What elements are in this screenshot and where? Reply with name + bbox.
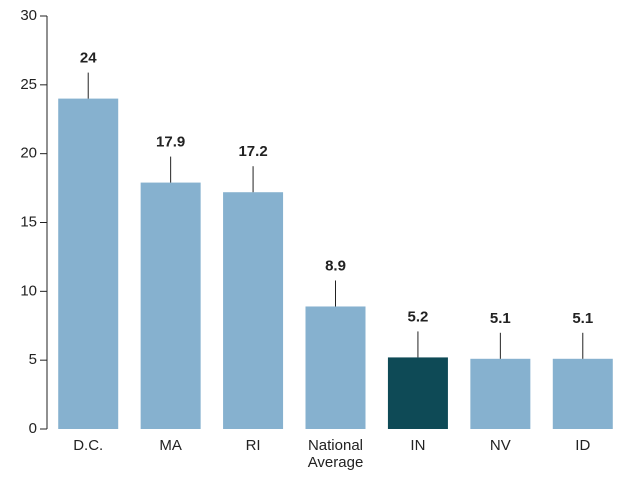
bar bbox=[305, 306, 366, 429]
y-tick-label: 20 bbox=[20, 145, 37, 162]
y-tick-label: 15 bbox=[20, 213, 37, 230]
value-label: 5.2 bbox=[407, 308, 428, 325]
y-tick-label: 10 bbox=[20, 282, 37, 299]
bar bbox=[552, 358, 613, 429]
value-label: 17.2 bbox=[238, 143, 267, 160]
value-label: 5.1 bbox=[490, 310, 511, 327]
bar bbox=[387, 357, 448, 429]
x-tick-label: RI bbox=[245, 437, 261, 454]
bar bbox=[223, 192, 284, 429]
y-tick-label: 0 bbox=[29, 420, 37, 437]
bar bbox=[58, 98, 119, 429]
value-label: 17.9 bbox=[156, 134, 185, 151]
value-label: 24 bbox=[80, 50, 97, 67]
bar bbox=[140, 182, 201, 429]
y-tick-label: 30 bbox=[20, 7, 37, 24]
x-tick-label: ID bbox=[575, 437, 591, 454]
bar bbox=[470, 358, 531, 429]
x-tick-label: D.C. bbox=[73, 437, 104, 454]
y-tick-label: 5 bbox=[29, 351, 37, 368]
x-tick-label: NV bbox=[489, 437, 511, 454]
value-label: 8.9 bbox=[325, 257, 346, 274]
x-tick-label: National Average bbox=[307, 437, 364, 471]
x-tick-label: IN bbox=[410, 437, 426, 454]
x-tick-label: MA bbox=[159, 437, 182, 454]
y-tick-label: 25 bbox=[20, 76, 37, 93]
value-label: 5.1 bbox=[572, 310, 593, 327]
